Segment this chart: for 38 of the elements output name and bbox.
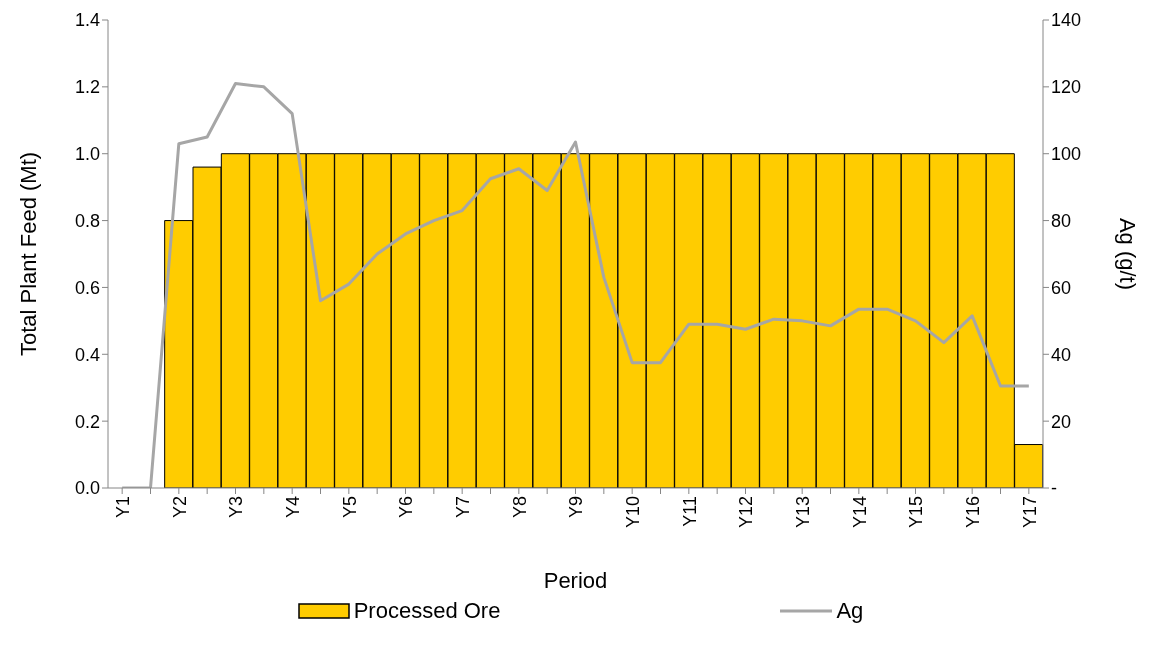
x-tick-label: Y9 bbox=[566, 496, 587, 519]
y2-tick-label: 140 bbox=[1051, 10, 1082, 31]
x-tick-label: Y11 bbox=[679, 496, 700, 527]
y-tick-label: 0.8 bbox=[74, 210, 100, 231]
y2-tick-label: 20 bbox=[1051, 411, 1072, 432]
x-tick-label: Y12 bbox=[736, 496, 757, 529]
x-tick-label: Y15 bbox=[906, 496, 927, 529]
y-tick-label: 0.0 bbox=[74, 478, 100, 499]
x-tick-label: Y2 bbox=[169, 496, 190, 519]
y-tick-label: 1.2 bbox=[74, 77, 100, 98]
y2-axis-title: Ag (g/t) bbox=[1115, 217, 1141, 291]
x-axis-title: Period bbox=[543, 568, 608, 593]
x-tick-label: Y13 bbox=[792, 496, 813, 529]
y-tick-label: 1.4 bbox=[74, 10, 100, 31]
x-tick-label: Y5 bbox=[339, 496, 360, 519]
x-tick-label: Y10 bbox=[622, 496, 643, 529]
x-tick-label: Y3 bbox=[226, 496, 247, 519]
y-tick-label: 0.6 bbox=[74, 277, 100, 298]
y-axis-title: Total Plant Feed (Mt) bbox=[15, 151, 41, 357]
y-tick-label: 1.0 bbox=[74, 144, 100, 165]
y2-tick-label: 40 bbox=[1051, 344, 1072, 365]
x-tick-label: Y7 bbox=[452, 496, 473, 519]
y-tick-label: 0.4 bbox=[74, 344, 100, 365]
x-tick-label: Y17 bbox=[1019, 496, 1040, 529]
y2-tick-label: - bbox=[1051, 478, 1057, 499]
y2-tick-label: 60 bbox=[1051, 277, 1072, 298]
x-tick-label: Y16 bbox=[962, 496, 983, 529]
x-tick-label: Y8 bbox=[509, 496, 530, 519]
y2-tick-label: 80 bbox=[1051, 210, 1072, 231]
legend-label: Ag bbox=[836, 598, 864, 624]
x-tick-label: Y1 bbox=[112, 496, 133, 519]
x-tick-label: Y6 bbox=[396, 496, 417, 519]
y2-tick-label: 100 bbox=[1051, 144, 1082, 165]
x-tick-label: Y4 bbox=[282, 496, 303, 519]
y2-tick-label: 120 bbox=[1051, 77, 1082, 98]
legend-label: Processed Ore bbox=[353, 598, 501, 624]
x-tick-label: Y14 bbox=[849, 496, 870, 529]
y-tick-label: 0.2 bbox=[74, 411, 100, 432]
